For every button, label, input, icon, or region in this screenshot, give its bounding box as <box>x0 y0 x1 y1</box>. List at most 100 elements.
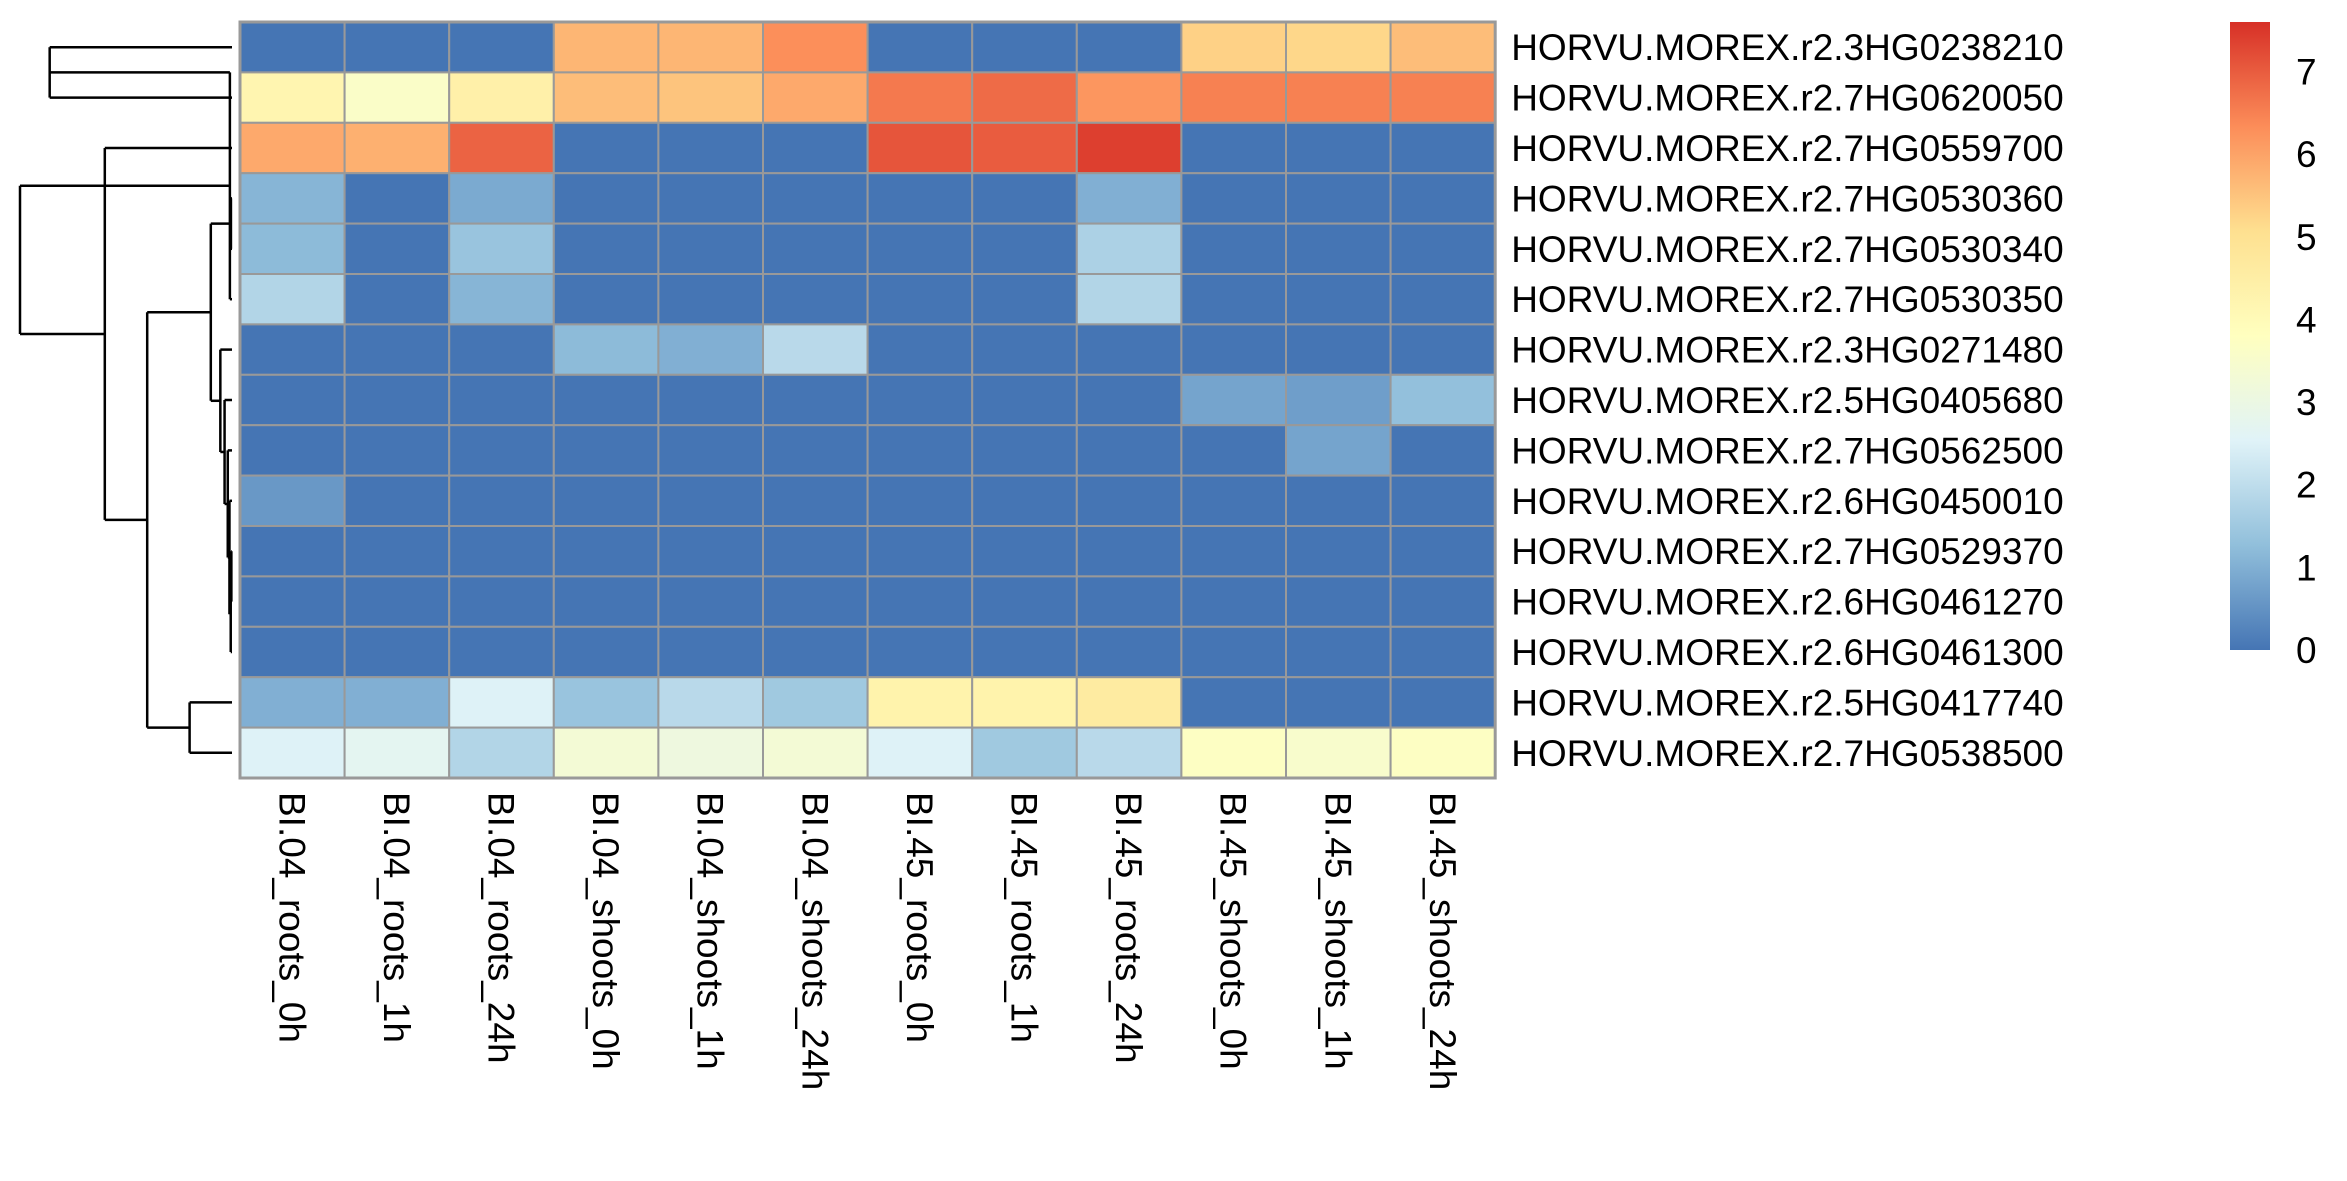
colorbar-tick-label: 7 <box>2296 52 2317 93</box>
heatmap-cell <box>1389 424 1497 477</box>
heatmap-cell <box>239 222 346 276</box>
heatmap-cell <box>971 172 1078 225</box>
heatmap-cell <box>762 121 869 175</box>
heatmap-cell <box>1075 121 1183 175</box>
heatmap-cell <box>239 172 346 225</box>
column-label: BI.45_roots_0h <box>899 792 940 1043</box>
heatmap-cell <box>1180 676 1288 729</box>
heatmap-cell <box>866 373 974 427</box>
heatmap-cell <box>971 21 1078 74</box>
heatmap-cell <box>1389 222 1497 276</box>
heatmap-cell <box>971 121 1078 175</box>
heatmap-cell <box>866 525 974 578</box>
heatmap-cell <box>448 21 555 74</box>
heatmap-cell <box>1180 222 1288 276</box>
heatmap-cell <box>1075 575 1183 628</box>
column-label: BI.04_shoots_24h <box>794 792 835 1090</box>
heatmap-cell <box>239 273 346 326</box>
heatmap-cell <box>552 424 660 477</box>
heatmap-cell <box>866 424 974 477</box>
heatmap-cell <box>448 373 555 427</box>
heatmap-cell <box>762 21 869 74</box>
column-label: BI.04_shoots_1h <box>690 792 731 1070</box>
heatmap-cell <box>971 474 1078 528</box>
row-label: HORVU.MOREX.r2.5HG0405680 <box>1511 380 2064 421</box>
heatmap-cell <box>1180 525 1288 578</box>
heatmap-cell <box>866 121 974 175</box>
column-label: BI.04_roots_0h <box>271 792 312 1043</box>
heatmap-cell <box>866 323 974 376</box>
heatmap-cell <box>762 726 869 779</box>
heatmap-cell <box>971 273 1078 326</box>
column-label: BI.45_roots_1h <box>1004 792 1045 1043</box>
heatmap-cell <box>1389 71 1497 124</box>
heatmap-cell <box>1285 575 1392 628</box>
column-labels: BI.04_roots_0h BI.04_roots_1h BI.04_roots_… <box>271 792 1463 1090</box>
heatmap-cell <box>343 373 451 427</box>
heatmap-cell <box>657 323 765 376</box>
heatmap-cell <box>1389 273 1497 326</box>
heatmap-cell <box>552 222 660 276</box>
heatmap-cell <box>552 373 660 427</box>
heatmap-cell <box>1180 424 1288 477</box>
heatmap-cell <box>1180 273 1288 326</box>
row-label: HORVU.MOREX.r2.3HG0238210 <box>1511 27 2064 68</box>
heatmap-cell <box>866 726 974 779</box>
heatmap-cell <box>1389 525 1497 578</box>
column-label: BI.45_shoots_24h <box>1422 792 1463 1090</box>
column-label: BI.45_roots_24h <box>1108 792 1149 1064</box>
heatmap-cell <box>1285 273 1392 326</box>
color-legend: 0 1 2 3 4 5 6 7 <box>2230 22 2317 671</box>
heatmap-cell <box>239 525 346 578</box>
heatmap-cell <box>866 21 974 74</box>
heatmap-cell <box>1075 676 1183 729</box>
column-label: BI.04_roots_1h <box>376 792 417 1043</box>
row-label: HORVU.MOREX.r2.7HG0620050 <box>1511 78 2064 119</box>
heatmap-cell <box>657 71 765 124</box>
heatmap-cell <box>1389 121 1497 175</box>
heatmap-cell <box>1180 172 1288 225</box>
row-label: HORVU.MOREX.r2.3HG0271480 <box>1511 330 2064 371</box>
heatmap-cell <box>971 726 1078 779</box>
heatmap-cell <box>343 273 451 326</box>
heatmap-cell <box>448 676 555 729</box>
heatmap-cells <box>239 21 1497 779</box>
heatmap-cell <box>1180 575 1288 628</box>
row-label: HORVU.MOREX.r2.7HG0559700 <box>1511 128 2064 169</box>
colorbar-tick-label: 1 <box>2296 547 2317 588</box>
heatmap-cell <box>866 575 974 628</box>
heatmap-cell <box>552 474 660 528</box>
heatmap-cell <box>971 575 1078 628</box>
heatmap-cell <box>448 575 555 628</box>
heatmap-cell <box>1285 172 1392 225</box>
heatmap-cell <box>239 424 346 477</box>
colorbar-gradient <box>2230 22 2270 650</box>
heatmap-cell <box>552 121 660 175</box>
heatmap-cell <box>239 121 346 175</box>
heatmap-cell <box>971 373 1078 427</box>
heatmap-cell <box>239 373 346 427</box>
heatmap-cell <box>552 575 660 628</box>
heatmap-cell <box>866 172 974 225</box>
heatmap-cell <box>1389 172 1497 225</box>
heatmap-cell <box>448 424 555 477</box>
heatmap-cell <box>657 726 765 779</box>
row-label: HORVU.MOREX.r2.6HG0461300 <box>1511 632 2064 673</box>
heatmap-cell <box>552 273 660 326</box>
row-label: HORVU.MOREX.r2.7HG0529370 <box>1511 531 2064 572</box>
row-label: HORVU.MOREX.r2.7HG0530360 <box>1511 178 2064 219</box>
heatmap-cell <box>552 323 660 376</box>
row-label: HORVU.MOREX.r2.5HG0417740 <box>1511 682 2064 723</box>
heatmap-cell <box>971 525 1078 578</box>
heatmap-cell <box>1075 726 1183 779</box>
row-labels: HORVU.MOREX.r2.3HG0238210 HORVU.MOREX.r2.… <box>1511 27 2064 774</box>
heatmap-cell <box>762 424 869 477</box>
heatmap-cell <box>343 575 451 628</box>
heatmap-cell <box>762 172 869 225</box>
heatmap-cell <box>1180 474 1288 528</box>
heatmap-cell <box>762 525 869 578</box>
heatmap-cell <box>343 474 451 528</box>
heatmap-cell <box>239 474 346 528</box>
heatmap-cell <box>1285 222 1392 276</box>
heatmap-cell <box>971 71 1078 124</box>
